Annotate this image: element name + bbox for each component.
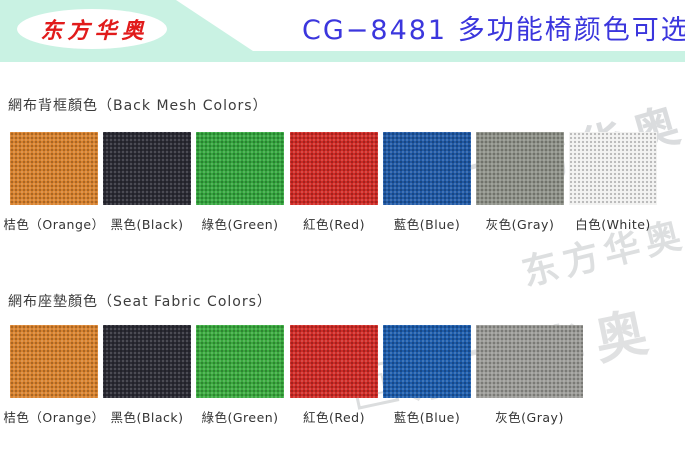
back-mesh-cell-orange: 桔色（Orange） <box>3 132 104 242</box>
swatch-label: 黑色(Black) <box>110 217 184 232</box>
brand-logo: 东方华奥 <box>17 9 167 49</box>
seat-fabric-swatch-black <box>103 325 191 398</box>
seat-fabric-cell-red: 紅色(Red) <box>290 325 378 435</box>
seat-fabric-cell-orange: 桔色（Orange） <box>3 325 104 435</box>
back-mesh-cell-white: 白色(White) <box>569 132 657 242</box>
seat-fabric-swatch-red <box>290 325 378 398</box>
back-mesh-swatch-white <box>569 132 657 205</box>
seat-fabric-cell-blue: 藍色(Blue) <box>383 325 471 435</box>
swatch-label: 紅色(Red) <box>302 217 366 232</box>
swatch-label: 灰色(Gray) <box>495 410 564 425</box>
swatch-label: 黑色(Black) <box>110 410 184 425</box>
swatch-label: 桔色（Orange） <box>3 410 105 425</box>
section-heading-back-mesh: 網布背框顏色（Back Mesh Colors） <box>8 98 268 114</box>
seat-fabric-swatch-green <box>196 325 284 398</box>
back-mesh-swatch-orange <box>10 132 98 205</box>
back-mesh-cell-gray: 灰色(Gray) <box>476 132 564 242</box>
back-mesh-swatch-gray <box>476 132 564 205</box>
back-mesh-cell-black: 黑色(Black) <box>103 132 191 242</box>
back-mesh-swatch-green <box>196 132 284 205</box>
seat-fabric-swatch-gray <box>476 325 583 398</box>
back-mesh-swatch-blue <box>383 132 471 205</box>
swatch-label: 藍色(Blue) <box>393 410 461 425</box>
page-title: CG−8481 多功能椅颜色可选 <box>302 15 685 46</box>
seat-fabric-swatch-orange <box>10 325 98 398</box>
swatch-label: 綠色(Green) <box>201 217 279 232</box>
back-mesh-cell-blue: 藍色(Blue) <box>383 132 471 242</box>
swatch-label: 白色(White) <box>575 217 651 232</box>
back-mesh-cell-green: 綠色(Green) <box>196 132 284 242</box>
swatch-label: 紅色(Red) <box>302 410 366 425</box>
seat-fabric-swatch-blue <box>383 325 471 398</box>
back-mesh-swatch-black <box>103 132 191 205</box>
seat-fabric-cell-gray: 灰色(Gray) <box>476 325 583 435</box>
back-mesh-swatch-red <box>290 132 378 205</box>
back-mesh-cell-red: 紅色(Red) <box>290 132 378 242</box>
seat-fabric-cell-green: 綠色(Green) <box>196 325 284 435</box>
swatch-label: 桔色（Orange） <box>3 217 105 232</box>
section-heading-seat-fabric: 網布座墊顏色（Seat Fabric Colors） <box>8 294 272 310</box>
swatch-label: 灰色(Gray) <box>485 217 555 232</box>
swatch-label: 綠色(Green) <box>201 410 279 425</box>
swatch-label: 藍色(Blue) <box>393 217 461 232</box>
seat-fabric-cell-black: 黑色(Black) <box>103 325 191 435</box>
brand-logo-text: 东方华奥 <box>40 19 149 44</box>
